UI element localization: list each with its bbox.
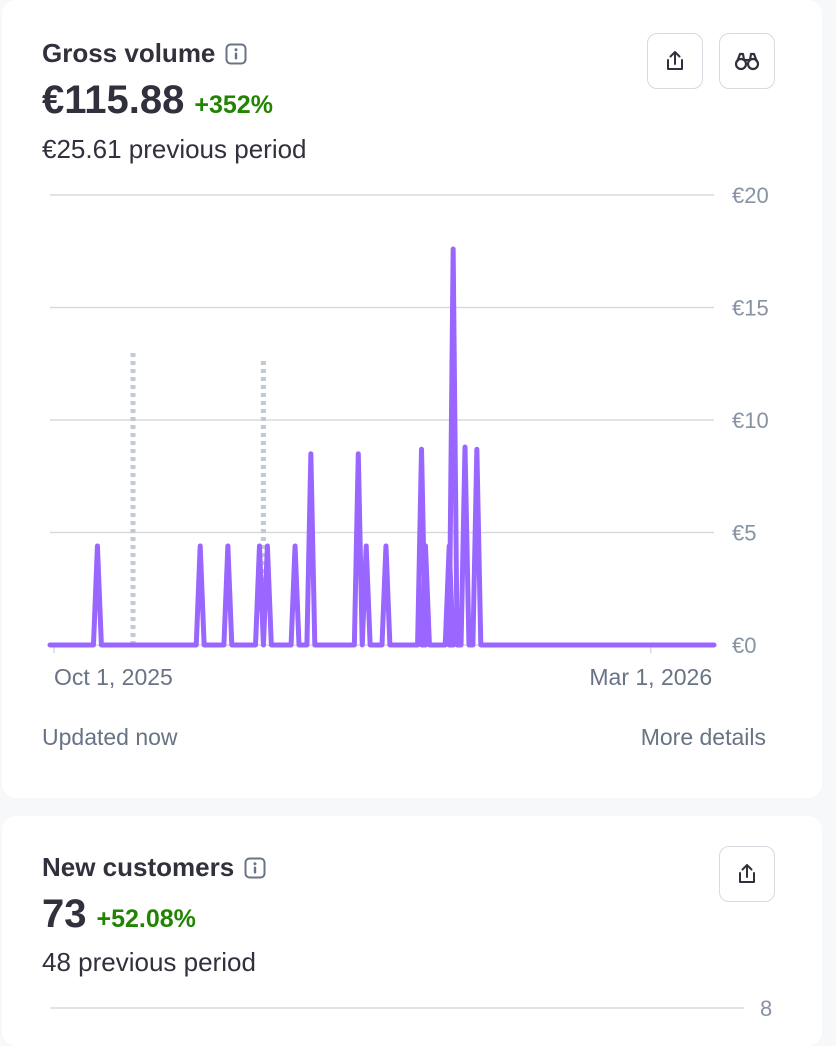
new-customers-previous: 48 previous period bbox=[42, 947, 256, 977]
export-button[interactable] bbox=[647, 33, 703, 89]
y-tick-label: €10 bbox=[732, 408, 769, 433]
binoculars-icon bbox=[734, 52, 760, 71]
export-icon bbox=[739, 864, 755, 883]
export-button[interactable] bbox=[719, 846, 775, 902]
more-details-link[interactable]: More details bbox=[640, 724, 766, 750]
new-customers-card: New customers 73 +52.08% 48 previous per… bbox=[2, 816, 822, 1046]
gross-volume-chart: €20 €15 €10 €5 €0 Oct 1, 2025 Mar 1, 2026 bbox=[47, 183, 769, 690]
y-tick-label: €20 bbox=[732, 183, 769, 208]
gross-volume-title: Gross volume bbox=[42, 38, 247, 69]
new-customers-value-row: 73 +52.08% bbox=[42, 892, 196, 937]
updated-status: Updated now bbox=[42, 724, 178, 750]
x-tick-label: Oct 1, 2025 bbox=[54, 664, 173, 690]
x-tick-label: Mar 1, 2026 bbox=[589, 664, 712, 690]
y-tick-label: 8 bbox=[760, 996, 772, 1021]
y-tick-label: €5 bbox=[732, 521, 756, 546]
gross-volume-card: Gross volume €115.88 +352% €25.61 previo… bbox=[2, 0, 822, 798]
info-icon[interactable] bbox=[244, 857, 266, 879]
gross-volume-value: €115.88 bbox=[42, 78, 185, 122]
new-customers-chart: 8 bbox=[50, 996, 772, 1021]
gross-volume-value-row: €115.88 +352% bbox=[42, 78, 273, 123]
gross-volume-delta: +352% bbox=[194, 91, 273, 119]
new-customers-title: New customers bbox=[42, 852, 266, 883]
info-icon[interactable] bbox=[225, 43, 247, 65]
y-tick-label: €0 bbox=[732, 633, 756, 658]
current-period-line bbox=[47, 246, 717, 648]
explore-button[interactable] bbox=[719, 33, 775, 89]
y-tick-label: €15 bbox=[732, 296, 769, 321]
gross-volume-previous: €25.61 previous period bbox=[42, 134, 307, 164]
new-customers-delta: +52.08% bbox=[96, 905, 196, 933]
new-customers-value: 73 bbox=[42, 892, 87, 936]
export-icon bbox=[667, 51, 683, 70]
